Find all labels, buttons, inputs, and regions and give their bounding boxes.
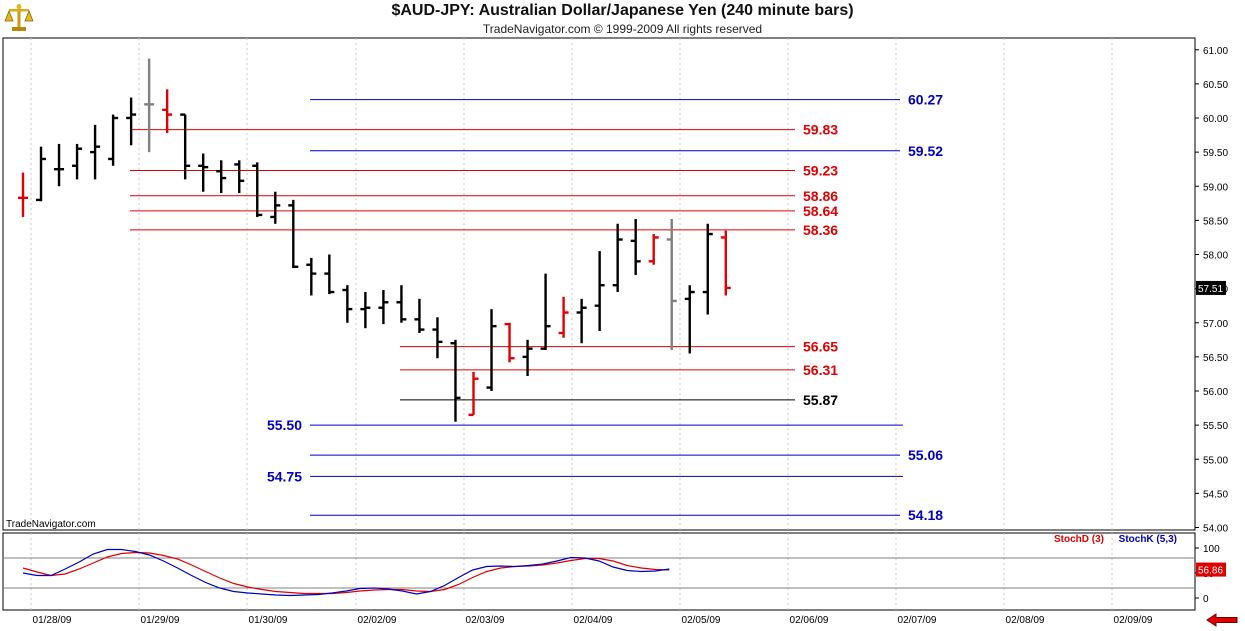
- stochastic-panel: [2, 532, 1196, 611]
- ohlc-bar: [504, 322, 515, 363]
- ohlc-bar: [288, 199, 299, 269]
- price-tick-label: 59.50: [1203, 148, 1228, 159]
- price-tick-label: 60.50: [1203, 80, 1228, 91]
- x-tick-label: 01/28/09: [33, 615, 72, 626]
- ohlc-bar: [414, 298, 425, 333]
- price-tick-label: 57.00: [1203, 319, 1228, 330]
- level-label: 60.27: [908, 92, 943, 108]
- ohlc-bar: [36, 146, 47, 202]
- ohlc-bar: [162, 89, 173, 134]
- last-price-marker: [1196, 280, 1226, 295]
- level-label: 58.86: [803, 188, 838, 204]
- price-tick-label: 54.00: [1203, 524, 1228, 535]
- ohlc-bar: [306, 257, 317, 296]
- price-tick-label: 59.00: [1203, 182, 1228, 193]
- level-label: 59.52: [908, 143, 943, 159]
- x-tick-label: 01/29/09: [141, 615, 180, 626]
- level-label: 58.36: [803, 222, 838, 238]
- level-label: 56.31: [803, 362, 838, 378]
- ohlc-bar: [198, 153, 209, 192]
- copyright-subtitle: TradeNavigator.com © 1999-2009 All right…: [482, 22, 763, 36]
- x-tick-label: 01/30/09: [249, 615, 288, 626]
- stoch-d-line: [22, 551, 670, 595]
- level-label: 54.75: [267, 468, 302, 484]
- stoch-tick-label: 0: [1203, 594, 1209, 605]
- stoch-last-label: 56.86: [1198, 566, 1223, 577]
- watermark-text: TradeNavigator.com: [6, 519, 96, 530]
- stoch-k-line: [22, 548, 670, 597]
- ohlc-bar: [432, 317, 443, 359]
- level-label: 55.06: [908, 447, 943, 463]
- x-tick-label: 02/02/09: [358, 615, 397, 626]
- ohlc-bar: [612, 223, 623, 293]
- ohlc-bar: [666, 219, 677, 351]
- stoch-d-legend: StochD (3): [1054, 534, 1104, 545]
- stoch-last-marker: [1196, 562, 1226, 577]
- level-label: 56.65: [803, 339, 838, 355]
- ohlc-bar: [396, 285, 407, 323]
- ohlc-bar: [216, 160, 227, 194]
- price-tick-label: 56.00: [1203, 387, 1228, 398]
- ohlc-bar: [342, 285, 353, 323]
- ohlc-bar: [18, 172, 28, 217]
- price-tick-label: 55.50: [1203, 421, 1228, 432]
- price-tick-label: 58.50: [1203, 216, 1228, 227]
- price-tick-label: 55.00: [1203, 455, 1228, 466]
- price-tick-label: 54.50: [1203, 489, 1228, 500]
- ohlc-bar: [180, 113, 191, 180]
- ohlc-bar: [90, 124, 101, 180]
- ohlc-bar: [486, 309, 497, 391]
- x-tick-label: 02/09/09: [1114, 615, 1153, 626]
- ohlc-bar: [108, 114, 119, 166]
- x-tick-label: 02/08/09: [1006, 615, 1045, 626]
- ohlc-bar: [378, 289, 389, 325]
- ohlc-bar: [72, 143, 83, 180]
- ohlc-bar: [648, 234, 659, 265]
- price-tick-label: 60.00: [1203, 114, 1228, 125]
- ohlc-bar: [684, 285, 695, 354]
- ohlc-bar: [468, 371, 479, 417]
- ohlc-bar: [522, 339, 533, 376]
- x-tick-label: 02/03/09: [466, 615, 505, 626]
- ohlc-bar: [576, 298, 587, 344]
- ohlc-bar: [144, 58, 155, 153]
- scales-logo-icon[interactable]: [4, 3, 34, 33]
- level-label: 59.83: [803, 122, 838, 138]
- back-arrow-icon[interactable]: [1206, 613, 1238, 627]
- ohlc-bar: [270, 191, 281, 224]
- x-tick-label: 02/07/09: [898, 615, 937, 626]
- ohlc-bar: [234, 160, 245, 194]
- ohlc-bar: [126, 97, 137, 146]
- ohlc-bar: [594, 251, 605, 331]
- x-tick-label: 02/04/09: [574, 615, 613, 626]
- level-label: 59.23: [803, 163, 838, 179]
- price-tick-label: 61.00: [1203, 46, 1228, 57]
- level-label: 55.87: [803, 392, 838, 408]
- ohlc-bar: [540, 273, 551, 351]
- level-label: 54.18: [908, 507, 943, 523]
- level-label: 58.64: [803, 203, 838, 219]
- x-tick-label: 02/06/09: [790, 615, 829, 626]
- price-tick-label: 56.50: [1203, 353, 1228, 364]
- chart-title: $AUD-JPY: Australian Dollar/Japanese Yen…: [391, 2, 854, 19]
- ohlc-bar: [324, 254, 335, 295]
- ohlc-bar: [54, 143, 65, 187]
- ohlc-bar: [450, 339, 461, 422]
- stoch-k-legend: StochK (5,3): [1119, 534, 1177, 545]
- price-tick-label: 58.00: [1203, 251, 1228, 262]
- level-label: 55.50: [267, 417, 302, 433]
- ohlc-bar: [360, 292, 371, 329]
- ohlc-bar: [720, 230, 731, 296]
- x-tick-label: 02/05/09: [682, 615, 721, 626]
- last-price-label: 57.51: [1198, 284, 1223, 295]
- ohlc-bar: [558, 296, 569, 338]
- stoch-tick-label: 100: [1203, 544, 1220, 555]
- ohlc-bar: [702, 223, 713, 315]
- ohlc-bar: [630, 219, 641, 275]
- ohlc-bar: [252, 162, 263, 217]
